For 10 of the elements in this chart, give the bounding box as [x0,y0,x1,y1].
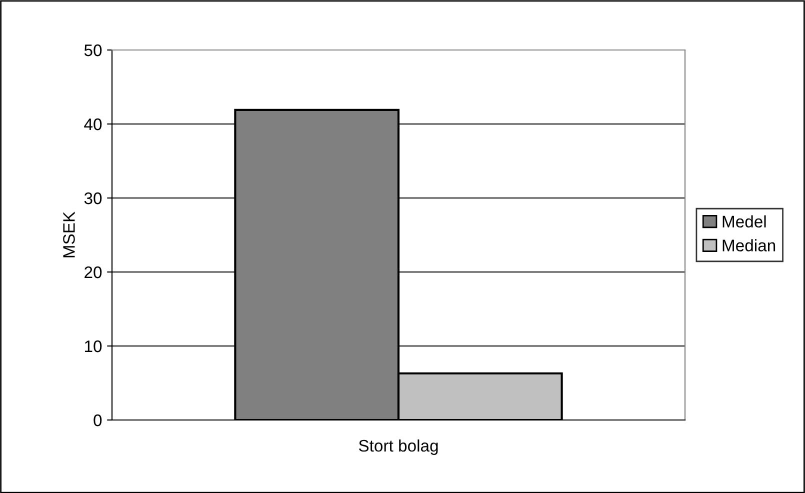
y-tick-label: 40 [84,118,102,130]
y-tick-label: 20 [84,266,102,278]
y-tick-label: 30 [84,192,102,204]
y-tick-label: 50 [84,44,102,56]
y-tick-label: 0 [94,414,102,426]
legend-label: Medel [722,215,766,228]
y-tick-label: 10 [85,340,102,352]
y-axis-title: MSEK [63,212,75,258]
legend-label: Median [722,239,776,252]
x-tick-label: Stort bolag [358,439,438,455]
